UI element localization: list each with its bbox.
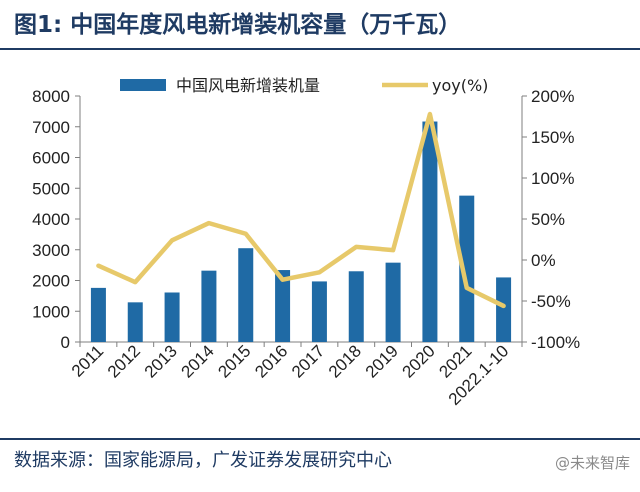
title-divider (0, 48, 640, 50)
chart-canvas: 0 1000 2000 3000 4000 5000 6000 7000 8000 -100% -5… (32, 76, 580, 409)
yoy-line (96, 111, 506, 309)
x-tick-label: 2012 (104, 341, 144, 381)
y-left-tick-label: 1000 (32, 302, 70, 321)
bar (275, 270, 291, 342)
figure-title: 中国年度风电新增装机容量（万千瓦） (70, 12, 462, 38)
x-tick-label: 2020 (399, 341, 439, 381)
legend-swatch-bar (120, 79, 166, 91)
x-tick-label: 2014 (178, 341, 218, 381)
y-left-tick-label: 7000 (32, 118, 70, 137)
y-right-tick-label: -100% (531, 333, 580, 352)
y-left-tick-label: 0 (61, 333, 70, 352)
y-right-tick-label: -50% (531, 292, 571, 311)
y-right-tick-label: 150% (531, 128, 574, 147)
chart-title: 图1: 中国年度风电新增装机容量（万千瓦） (14, 6, 461, 44)
bar (311, 281, 327, 342)
x-tick-label: 2013 (141, 341, 181, 381)
y-left-tick-label: 3000 (32, 241, 70, 260)
bar (348, 271, 364, 342)
footer-divider (0, 438, 640, 440)
bar (90, 287, 106, 342)
y-left-tick-label: 5000 (32, 179, 70, 198)
legend-label-bar: 中国风电新增装机量 (176, 76, 320, 95)
y-right-tick-label: 100% (531, 169, 574, 188)
bar (201, 270, 217, 342)
bar-series (90, 121, 512, 343)
y-left-tick-label: 8000 (32, 87, 70, 106)
y-right-tick-label: 200% (531, 87, 574, 106)
y-right-tick-label: 50% (531, 210, 565, 229)
x-tick-label: 2018 (325, 341, 365, 381)
x-tick-label: 2016 (251, 341, 291, 381)
x-tick-label: 2019 (362, 341, 402, 381)
y-left-tick-label: 6000 (32, 149, 70, 168)
y-left-tick-label: 4000 (32, 210, 70, 229)
legend-label-line: yoy(%) (432, 76, 488, 95)
bar (127, 302, 143, 342)
bar (238, 248, 254, 342)
source-note: 数据来源：国家能源局，广发证券发展研究中心 (14, 450, 392, 471)
bar (422, 121, 438, 343)
chart-axes: 0 1000 2000 3000 4000 5000 6000 7000 8000 -100% -5… (32, 87, 580, 409)
bar (164, 292, 180, 342)
bar (385, 262, 401, 342)
line-series (96, 111, 506, 309)
chart-legend: 中国风电新增装机量 yoy(%) (120, 76, 488, 95)
x-tick-label: 2017 (288, 341, 328, 381)
watermark: @未来智库 (554, 454, 630, 472)
figure-number: 图1: (14, 12, 63, 38)
y-right-tick-label: 0% (531, 251, 556, 270)
y-left-tick-label: 2000 (32, 272, 70, 291)
x-tick-label: 2015 (214, 341, 254, 381)
bar (496, 277, 512, 342)
x-tick-label: 2011 (68, 341, 107, 380)
bar (459, 195, 475, 342)
